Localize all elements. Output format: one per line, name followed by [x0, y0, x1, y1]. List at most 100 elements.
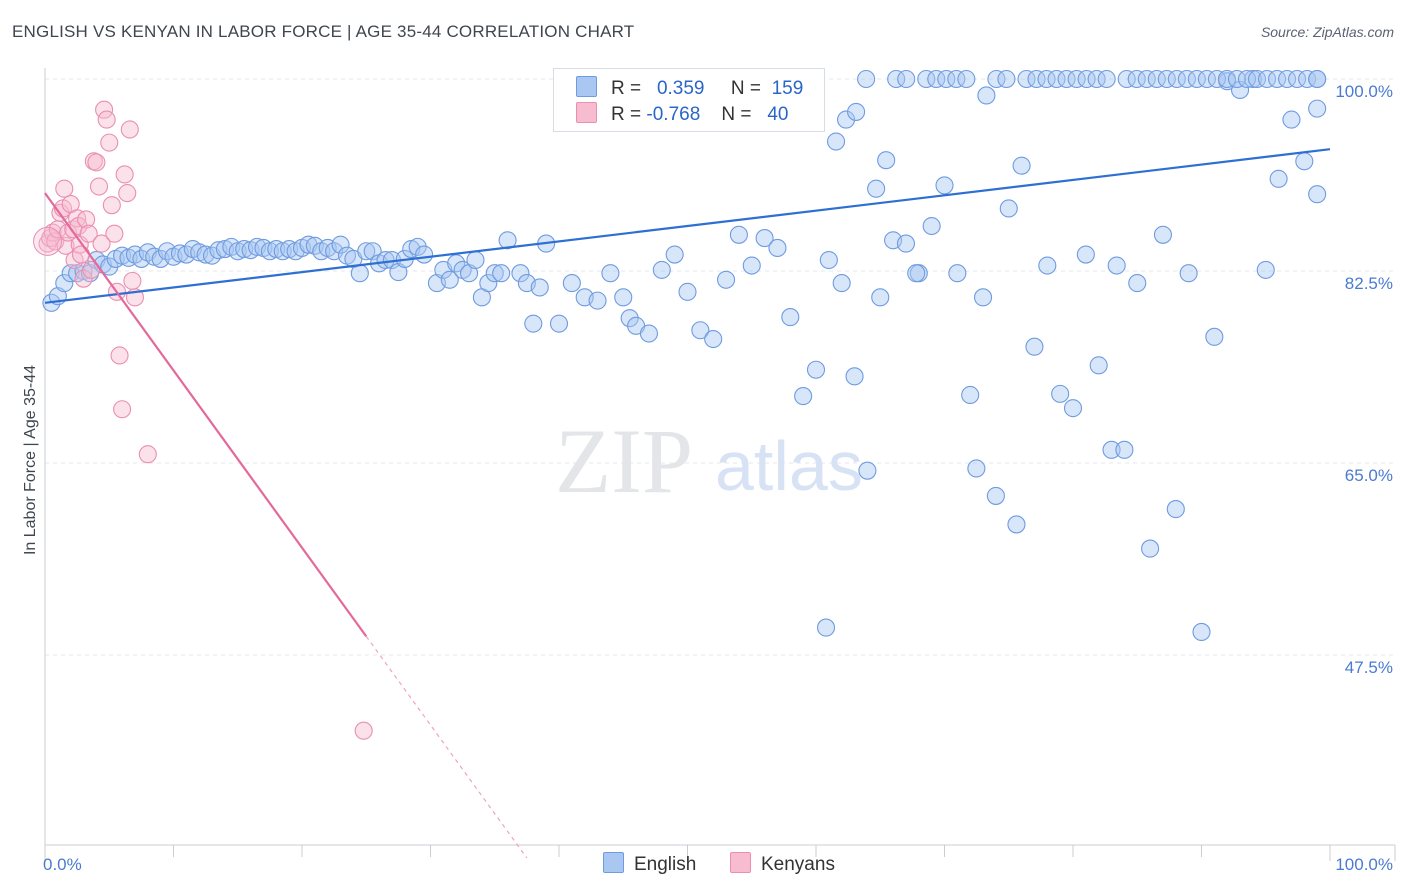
english-point [887, 69, 906, 89]
english-point [1097, 69, 1116, 89]
english-point [1087, 69, 1106, 89]
english-point [1117, 69, 1136, 89]
english-point [1207, 69, 1226, 89]
english-swatch [603, 852, 624, 873]
english-point [1278, 69, 1297, 89]
english-point [1167, 69, 1186, 89]
kenyans-point [92, 234, 111, 253]
kenyans-point [87, 153, 106, 172]
english-point [1192, 622, 1211, 642]
english-trend-line [44, 148, 1331, 304]
axes [44, 68, 1396, 861]
english-point [1063, 399, 1083, 418]
english-point [871, 288, 890, 307]
english-point [986, 486, 1005, 505]
english-point [857, 69, 876, 89]
english-point [832, 274, 851, 293]
kenyans-point [118, 184, 137, 203]
english-point [1153, 225, 1172, 244]
english-point [55, 274, 74, 293]
trend-lines [44, 148, 1331, 859]
english-point [922, 216, 941, 236]
english-point [973, 288, 993, 307]
legend-english-label: English [634, 854, 697, 875]
english-point [768, 238, 787, 258]
english-point [511, 264, 530, 283]
kenyans-point [68, 209, 87, 228]
kenyans-point [123, 271, 142, 290]
kenyans-swatch [730, 852, 751, 873]
kenyans-point [110, 346, 129, 365]
english-point [1025, 337, 1044, 356]
legend-n-label: N = [721, 104, 752, 125]
tick-labels: 100.0% 82.5% 65.0% 47.5% 0.0% 100.0% [43, 82, 1393, 874]
y-tick-label: 100.0% [1335, 82, 1393, 101]
english-point [716, 270, 736, 289]
kenyans-point [33, 226, 63, 256]
legend-n-label: N = [730, 78, 762, 99]
y-tick-label: 65.0% [1345, 466, 1393, 485]
bottom-legend-kenyans: Kenyans [730, 852, 835, 876]
kenyans-point [55, 179, 74, 198]
english-point [1166, 500, 1185, 519]
english-point [1269, 169, 1288, 188]
english-point [1256, 260, 1275, 279]
english-point [837, 110, 856, 129]
kenyans-swatch [576, 102, 597, 123]
english-point [1057, 69, 1076, 89]
english-point [948, 264, 967, 283]
english-point [331, 235, 350, 254]
english-point [867, 179, 886, 198]
english-point [1257, 69, 1277, 89]
english-point [1037, 69, 1056, 89]
english-point [858, 461, 877, 480]
english-point [498, 231, 517, 250]
english-point [1288, 69, 1307, 89]
correlation-legend: R = 0.359 N = 159 R = -0.768 N = 40 [553, 68, 825, 132]
english-point [947, 69, 966, 89]
english-point [440, 270, 459, 289]
english-point [845, 367, 864, 386]
english-point [729, 225, 748, 244]
english-point [415, 245, 434, 264]
english-point [997, 69, 1016, 89]
english-point [961, 385, 980, 405]
english-point [917, 69, 936, 89]
english-point [524, 314, 543, 333]
english-point [479, 274, 498, 293]
kenyans-point [102, 196, 121, 215]
english-point [1197, 69, 1216, 89]
english-point [1012, 156, 1031, 175]
english-point [530, 278, 549, 297]
english-point [1141, 539, 1160, 558]
legend-r-value: -0.768 [646, 104, 701, 125]
english-point [466, 250, 485, 270]
english-point [408, 237, 427, 256]
english-point [639, 324, 659, 343]
english-point [781, 308, 800, 327]
english-point [1295, 152, 1314, 171]
english-point [1127, 69, 1146, 89]
english-point [1231, 80, 1250, 100]
kenyans-points [33, 100, 373, 740]
kenyans-point [100, 133, 119, 152]
english-points [42, 69, 1327, 642]
english-point [704, 329, 723, 349]
bottom-legend-english: English [603, 852, 696, 876]
english-point [742, 256, 761, 275]
english-point [588, 291, 607, 310]
english-point [877, 151, 896, 170]
watermark-zip: ZIP [555, 410, 693, 512]
english-point [614, 288, 633, 307]
english-point [562, 274, 581, 293]
english-point [987, 69, 1006, 89]
english-point [1247, 69, 1267, 89]
english-point [1298, 69, 1317, 89]
kenyans-point [77, 210, 96, 229]
english-point [937, 69, 956, 89]
english-point [1047, 69, 1066, 89]
english-point [957, 69, 976, 89]
english-point [977, 86, 996, 105]
english-point [485, 264, 504, 283]
legend-n-value: 159 [771, 78, 804, 99]
